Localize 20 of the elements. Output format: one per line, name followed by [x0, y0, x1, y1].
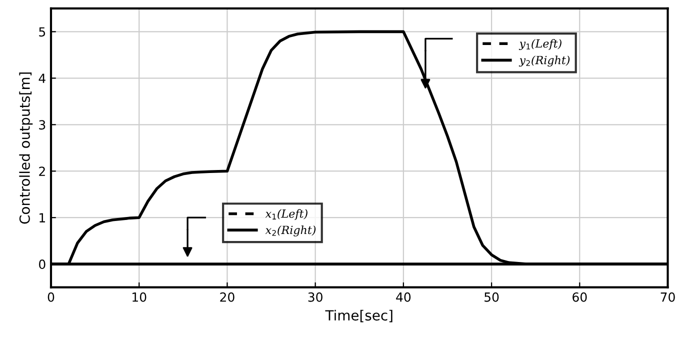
x-tick-label: 30	[308, 292, 322, 302]
x-tick-label: 70	[660, 292, 675, 302]
x-tick-label: 60	[572, 292, 587, 302]
x-tick-label: 20	[220, 292, 234, 302]
y-tick-label: 4	[38, 74, 46, 83]
y-axis-title: Controlled outputs[m]	[19, 72, 33, 224]
y-tick-label: 2	[39, 166, 45, 176]
x-tick-label: 10	[132, 292, 146, 302]
x-axis-title: Time[sec]	[325, 310, 392, 322]
legend-label: y$_{1}$(Left)	[518, 39, 562, 50]
x-tick-label: 50	[484, 292, 499, 302]
y-tick-label: 1	[40, 213, 45, 222]
x-tick-label: 0	[48, 292, 54, 302]
legend-label: y$_{2}$(Right)	[518, 56, 570, 67]
legend-label: x$_{1}$(Left)	[265, 209, 308, 220]
y-tick-label: 5	[39, 27, 46, 37]
y-tick-label: 3	[39, 120, 46, 130]
x-tick-label: 40	[396, 292, 411, 302]
legend-label: x$_{2}$(Right)	[265, 226, 316, 236]
y-tick-label: 0	[39, 260, 46, 269]
